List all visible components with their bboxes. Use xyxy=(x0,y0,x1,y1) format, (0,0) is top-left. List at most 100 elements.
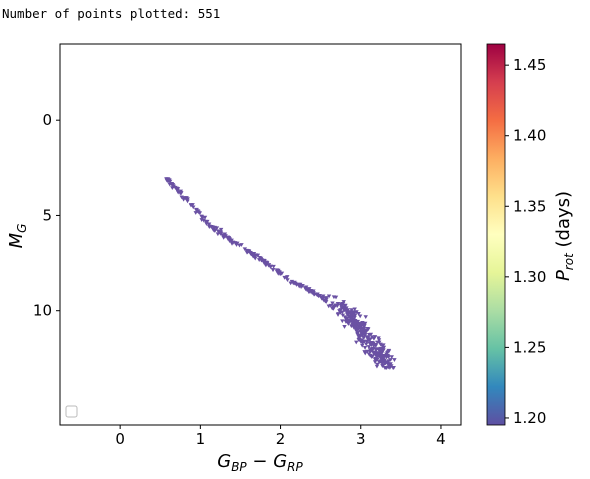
data-point xyxy=(362,345,368,350)
data-point xyxy=(201,218,206,223)
data-point xyxy=(361,336,367,340)
data-point xyxy=(371,343,376,348)
data-point xyxy=(374,364,380,369)
data-point xyxy=(379,359,384,363)
data-point xyxy=(375,351,380,356)
data-point xyxy=(220,233,226,238)
data-point xyxy=(300,284,305,288)
data-point xyxy=(375,362,380,367)
scatter-points xyxy=(164,177,397,370)
data-point xyxy=(354,340,359,345)
plot-area-frame xyxy=(59,43,462,426)
data-point xyxy=(378,348,384,353)
data-point xyxy=(331,304,336,309)
data-point xyxy=(363,333,368,337)
data-point xyxy=(239,243,244,247)
data-point xyxy=(372,335,378,339)
data-point xyxy=(364,342,369,347)
data-point xyxy=(296,282,301,287)
data-point xyxy=(326,304,331,309)
data-point xyxy=(209,225,214,229)
data-point xyxy=(340,313,346,318)
data-point xyxy=(352,307,357,312)
x-tick-label: 4 xyxy=(436,430,446,448)
data-point xyxy=(367,333,372,337)
data-point xyxy=(271,264,276,269)
data-point xyxy=(382,358,387,363)
data-point xyxy=(185,197,190,202)
colorbar-tick-label: 1.40 xyxy=(513,127,546,145)
data-point xyxy=(202,215,208,220)
data-point xyxy=(326,294,332,299)
data-point xyxy=(259,258,264,262)
data-point xyxy=(371,350,376,355)
data-point xyxy=(369,347,374,352)
data-point xyxy=(354,310,359,315)
data-point xyxy=(360,343,365,348)
data-point xyxy=(357,314,363,319)
data-point xyxy=(253,256,258,261)
data-point xyxy=(377,360,382,365)
data-point xyxy=(234,242,239,246)
data-point xyxy=(367,350,373,354)
data-point xyxy=(363,315,368,320)
x-axis-ticks: 0 1 2 3 4 xyxy=(115,425,446,448)
data-point xyxy=(389,364,394,369)
data-point xyxy=(226,236,232,241)
data-point xyxy=(369,341,374,345)
data-point xyxy=(366,338,371,343)
data-point xyxy=(206,222,212,227)
data-point xyxy=(388,362,393,367)
data-point xyxy=(263,262,268,267)
data-point xyxy=(356,337,362,342)
data-point xyxy=(358,333,364,338)
colorbar-tick-label: 1.20 xyxy=(513,409,546,427)
x-tick-label: 0 xyxy=(115,430,125,448)
data-point xyxy=(167,178,172,183)
data-point xyxy=(197,211,203,216)
data-point xyxy=(378,342,383,347)
data-point xyxy=(345,312,350,317)
colorbar-tick-label: 1.25 xyxy=(513,338,546,356)
data-point xyxy=(369,343,374,347)
data-point xyxy=(361,323,367,328)
data-point xyxy=(386,365,391,370)
data-point xyxy=(349,324,354,329)
data-point xyxy=(335,301,341,306)
data-point xyxy=(360,331,365,336)
data-point xyxy=(358,339,363,344)
data-point xyxy=(175,189,180,194)
data-point xyxy=(345,318,350,323)
data-point xyxy=(381,354,387,359)
data-point xyxy=(342,304,348,309)
colorbar-tick-label: 1.45 xyxy=(513,56,546,74)
data-point xyxy=(185,199,190,204)
y-axis-ticks: 0 5 10 xyxy=(33,111,60,320)
data-point xyxy=(257,255,262,260)
data-point xyxy=(242,247,248,252)
data-point xyxy=(366,327,371,332)
data-point xyxy=(354,329,360,334)
y-tick-label: 10 xyxy=(33,302,52,320)
y-axis-title: MG xyxy=(6,224,29,249)
data-point xyxy=(349,311,354,316)
data-point xyxy=(336,312,341,316)
data-point xyxy=(170,183,175,187)
data-point xyxy=(203,219,209,224)
data-point xyxy=(351,325,356,330)
data-point xyxy=(346,322,351,326)
data-point xyxy=(321,294,326,299)
data-point xyxy=(356,312,361,316)
data-point xyxy=(218,230,223,234)
data-point xyxy=(382,361,387,366)
data-point xyxy=(355,332,360,337)
data-point xyxy=(392,358,397,362)
data-point xyxy=(307,290,312,294)
points-count-label: Number of points plotted: xyxy=(2,6,191,21)
data-point xyxy=(314,292,319,297)
data-point xyxy=(191,205,196,210)
data-point xyxy=(261,258,267,263)
data-point xyxy=(373,347,379,352)
data-point xyxy=(361,340,366,345)
